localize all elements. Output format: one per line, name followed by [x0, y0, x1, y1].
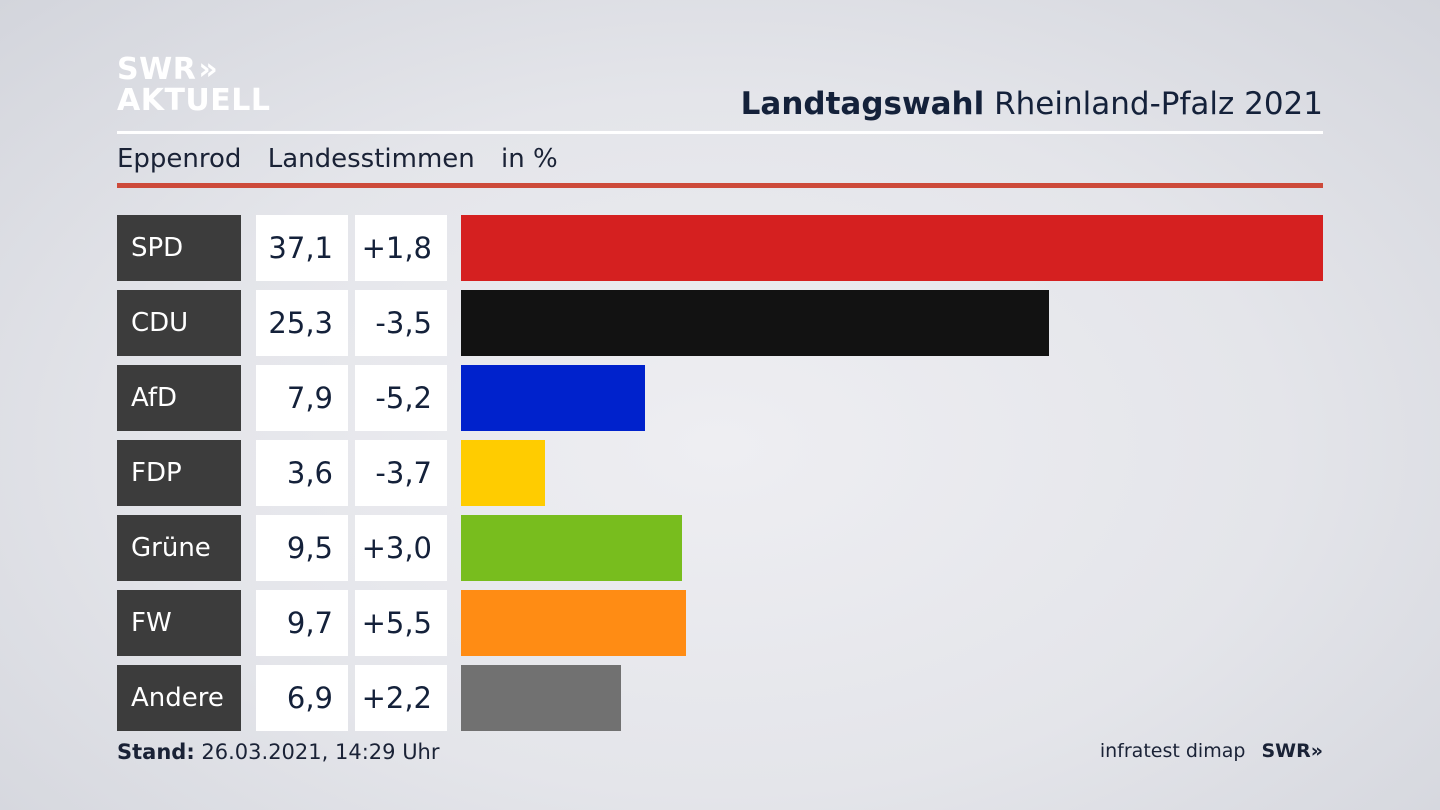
- change-label: -5,2: [355, 365, 447, 431]
- bar: [461, 365, 645, 431]
- bar: [461, 440, 545, 506]
- header-divider: [117, 131, 1323, 134]
- bar-row: SPD 37,1 +1,8: [117, 215, 1323, 281]
- brand-logo: SWR»: [1261, 740, 1323, 762]
- bar: [461, 515, 682, 581]
- value-label: 25,3: [256, 290, 348, 356]
- change-label: +3,0: [355, 515, 447, 581]
- change-label: -3,7: [355, 440, 447, 506]
- source-credit: infratest dimap SWR»: [1100, 740, 1323, 762]
- party-label: CDU: [117, 290, 241, 356]
- bar-row: FW 9,7 +5,5: [117, 590, 1323, 656]
- party-label: SPD: [117, 215, 241, 281]
- bar: [461, 215, 1323, 281]
- accent-divider: [117, 183, 1323, 188]
- bar: [461, 590, 686, 656]
- party-label: AfD: [117, 365, 241, 431]
- bar-row: AfD 7,9 -5,2: [117, 365, 1323, 431]
- subtitle-unit: in %: [501, 144, 558, 174]
- value-label: 9,5: [256, 515, 348, 581]
- value-label: 6,9: [256, 665, 348, 731]
- source-text: infratest dimap: [1099, 740, 1246, 762]
- chart-subtitle: Eppenrod Landesstimmen in %: [117, 144, 576, 174]
- bar: [461, 290, 1049, 356]
- logo-chevrons: »: [198, 52, 218, 87]
- stand-label: Stand:: [117, 740, 195, 764]
- change-label: -3,5: [355, 290, 447, 356]
- change-label: +2,2: [355, 665, 447, 731]
- bar-row: Andere 6,9 +2,2: [117, 665, 1323, 731]
- party-label: FDP: [117, 440, 241, 506]
- value-label: 7,9: [256, 365, 348, 431]
- value-label: 9,7: [256, 590, 348, 656]
- bar: [461, 665, 621, 731]
- bar-row: Grüne 9,5 +3,0: [117, 515, 1323, 581]
- bar-row: FDP 3,6 -3,7: [117, 440, 1323, 506]
- party-label: FW: [117, 590, 241, 656]
- timestamp: Stand: 26.03.2021, 14:29 Uhr: [117, 740, 440, 764]
- swr-aktuell-logo: SWR» AKTUELL: [117, 54, 271, 116]
- subtitle-measure: Landesstimmen: [267, 144, 475, 174]
- title-bold: Landtagswahl: [740, 86, 985, 122]
- stand-value: 26.03.2021, 14:29 Uhr: [201, 740, 440, 764]
- party-label: Andere: [117, 665, 241, 731]
- value-label: 3,6: [256, 440, 348, 506]
- change-label: +5,5: [355, 590, 447, 656]
- subtitle-place: Eppenrod: [117, 144, 242, 174]
- logo-swr-text: SWR: [117, 52, 197, 87]
- value-label: 37,1: [256, 215, 348, 281]
- bar-row: CDU 25,3 -3,5: [117, 290, 1323, 356]
- party-label: Grüne: [117, 515, 241, 581]
- logo-aktuell-text: AKTUELL: [117, 83, 271, 118]
- title-rest: Rheinland-Pfalz 2021: [994, 86, 1323, 122]
- change-label: +1,8: [355, 215, 447, 281]
- chart-title: Landtagswahl Rheinland-Pfalz 2021: [741, 86, 1323, 122]
